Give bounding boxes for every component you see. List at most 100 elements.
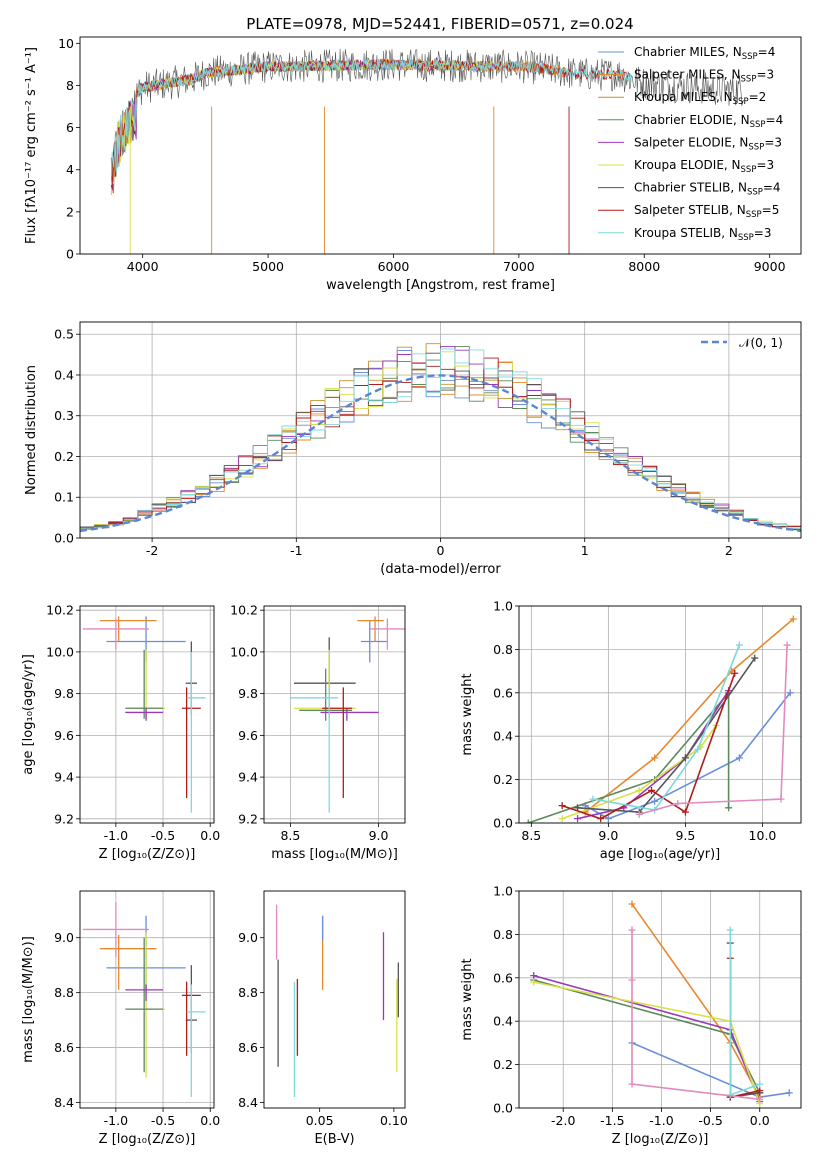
plot-area: [275, 904, 399, 1098]
x-tick-label: -1: [290, 543, 302, 558]
spectrum-line: [110, 58, 632, 189]
y-tick-label: 8: [66, 78, 74, 93]
weight-marker: [651, 797, 659, 805]
weight-marker: [694, 745, 702, 753]
y-tick-label: 0.0: [493, 816, 513, 831]
y-tick-label: 0.4: [54, 367, 74, 382]
weight-line: [584, 618, 794, 813]
y-tick-label: 8.6: [54, 1040, 74, 1055]
y-tick-label: 0.1: [54, 490, 74, 505]
panel-weight_vs_Z: -2.0 -1.5 -1.0 -0.5 0.0 0.0 0.2 0.4 0.6 0.8 1.0 Z […: [460, 884, 802, 1147]
y-tick-label: 10.0: [230, 644, 258, 659]
weight-marker: [635, 786, 643, 794]
spectrum-line: [110, 57, 494, 194]
y-tick-label: 2: [66, 204, 74, 219]
weight-marker: [589, 795, 597, 803]
axes-frame: [263, 605, 406, 824]
y-tick-label: 8.4: [54, 1095, 74, 1110]
weight-marker: [628, 900, 636, 908]
weight-line: [561, 724, 717, 820]
x-axis-label: Z [log₁₀(Z/Z⊙)]: [99, 1132, 196, 1147]
x-tick-label: 9.5: [675, 828, 695, 843]
legend-suffix: =4: [763, 181, 781, 195]
weight-marker: [725, 804, 733, 812]
x-tick-label: 0.10: [380, 1113, 408, 1128]
weight-marker: [628, 926, 636, 934]
weight-marker: [604, 815, 612, 823]
x-tick-label: 9000: [754, 259, 786, 274]
weight-marker: [786, 689, 794, 697]
y-tick-label: 6: [66, 120, 74, 135]
plot-area: [82, 901, 206, 1098]
y-tick-label: 8.4: [238, 1095, 258, 1110]
plot-area: [290, 616, 405, 813]
y-tick-label: 9.0: [238, 930, 258, 945]
x-axis-label: Z [log₁₀(Z/Z⊙)]: [612, 1132, 709, 1147]
x-axis-label: (data-model)/error: [380, 562, 501, 577]
legend-entry: Chabrier ELODIE, NSSP=4: [634, 113, 783, 130]
x-tick-label: 9.0: [598, 828, 618, 843]
y-tick-label: 0.0: [493, 1101, 513, 1116]
weight-marker: [756, 1080, 764, 1088]
legend-subscript: SSP: [741, 165, 757, 175]
y-axis-label: Flux [fλ10⁻¹⁷ erg cm⁻² s⁻¹ A⁻¹]: [24, 47, 39, 244]
y-tick-label: 0.2: [54, 449, 74, 464]
weight-marker: [756, 1087, 764, 1095]
legend-suffix: =4: [766, 113, 784, 127]
panel-spectrum: 4000 5000 6000 7000 8000 9000 0 2 4 6 8 10 wavelengt…: [24, 36, 802, 293]
y-tick-label: 9.6: [238, 728, 258, 743]
x-tick-label: 2: [725, 543, 733, 558]
y-tick-label: 4: [66, 162, 74, 177]
panel-residuals: -2 -1 0 1 2 0.0 0.1 0.2 0.3 0.4 0.5 (data-model)/er…: [24, 321, 802, 577]
axes-frame: [518, 605, 802, 824]
x-tick-label: 1: [581, 543, 589, 558]
y-axis-label: mass weight: [460, 673, 475, 755]
panel-mass_vs_EBV: 0.05 0.10 8.4 8.6 8.8 9.0 E(B-V): [238, 890, 408, 1147]
legend-suffix: =5: [762, 203, 780, 217]
y-tick-label: 8.8: [238, 985, 258, 1000]
weight-marker: [756, 1095, 764, 1103]
y-tick-label: 9.2: [238, 811, 258, 826]
x-tick-label: 0.0: [750, 1113, 770, 1128]
weight-marker: [648, 786, 656, 794]
legend-suffix: =3: [754, 226, 772, 240]
x-tick-label: -0.5: [151, 1113, 175, 1128]
weight-marker: [735, 641, 743, 649]
x-tick-label: 8000: [628, 259, 660, 274]
x-tick-label: -2.0: [551, 1113, 575, 1128]
x-tick-label: -1.0: [649, 1113, 673, 1128]
plot-area: [524, 615, 797, 823]
axes-frame: [263, 890, 406, 1109]
x-tick-label: 9.0: [369, 828, 389, 843]
y-axis-label: mass [log₁₀(M/M⊙)]: [21, 936, 36, 1063]
x-axis-label: mass [log₁₀(M/M⊙)]: [271, 847, 398, 862]
weight-marker: [530, 978, 538, 986]
y-tick-label: 0.0: [54, 531, 74, 546]
y-tick-label: 0.4: [493, 1014, 513, 1029]
x-tick-label: 0: [437, 543, 445, 558]
y-tick-label: 8.6: [238, 1040, 258, 1055]
legend-suffix: =4: [758, 45, 776, 59]
legend-subscript: SSP: [733, 97, 749, 107]
x-tick-label: 7000: [503, 259, 535, 274]
axes-frame: [79, 36, 802, 255]
weight-marker: [628, 1080, 636, 1088]
axes-frame: [79, 890, 215, 1109]
legend-suffix: =3: [764, 135, 782, 149]
weight-marker: [789, 615, 797, 623]
y-tick-label: 0.5: [54, 327, 74, 342]
weight-marker: [651, 754, 659, 762]
x-axis-label: wavelength [Angstrom, rest frame]: [326, 278, 555, 293]
y-axis-label: mass weight: [460, 958, 475, 1040]
y-tick-label: 9.6: [54, 728, 74, 743]
panel-mass_vs_Z: -1.0 -0.5 0.0 8.4 8.6 8.8 9.0 Z [log₁₀(Z/Z⊙)] ma…: [21, 890, 220, 1147]
weight-line: [561, 673, 736, 820]
weight-line: [729, 958, 760, 1099]
x-tick-label: -1.0: [104, 828, 128, 843]
weight-marker: [751, 654, 759, 662]
y-tick-label: 9.4: [54, 770, 74, 785]
y-tick-label: 9.8: [238, 686, 258, 701]
weight-line: [527, 690, 730, 823]
x-tick-label: 0.0: [200, 828, 220, 843]
x-tick-label: -2: [146, 543, 158, 558]
